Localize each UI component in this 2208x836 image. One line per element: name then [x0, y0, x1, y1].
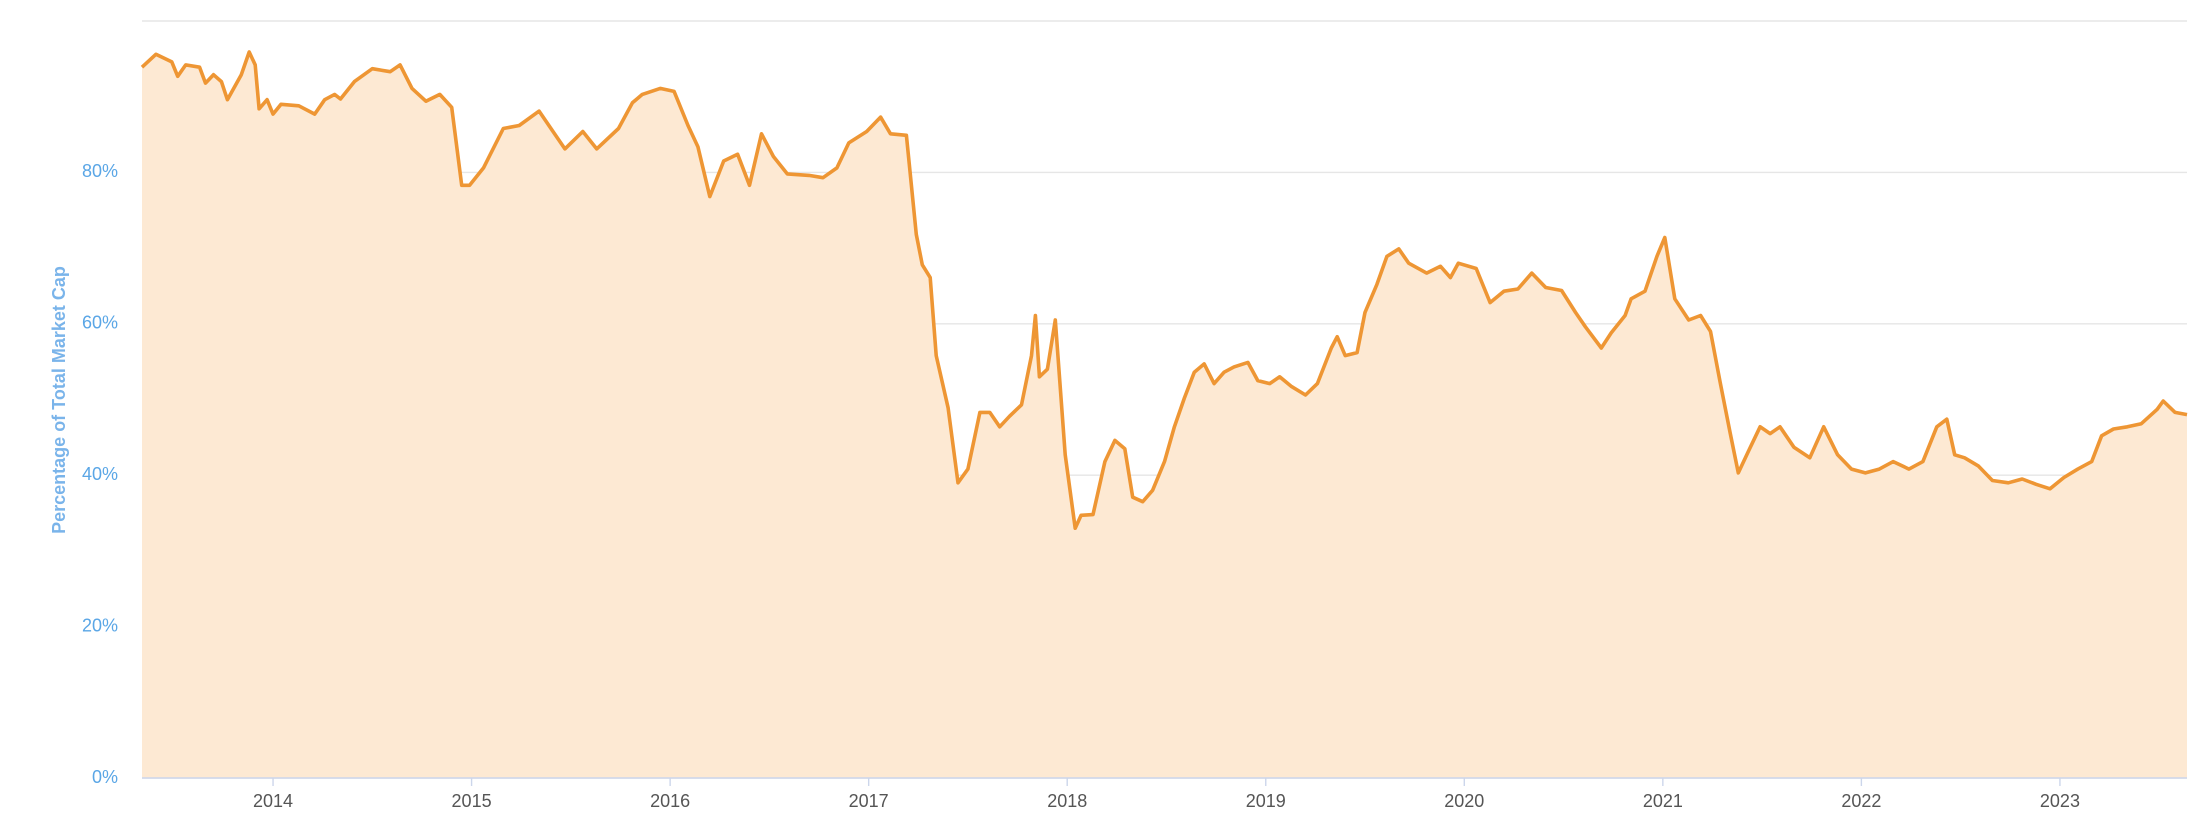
y-tick-label: 80% [82, 161, 118, 181]
y-tick-label: 60% [82, 313, 118, 333]
x-tick-label: 2019 [1246, 791, 1286, 811]
y-axis-title: Percentage of Total Market Cap [49, 266, 69, 534]
y-tick-label: 0% [92, 767, 118, 787]
x-tick-label: 2021 [1643, 791, 1683, 811]
x-tick-label: 2020 [1444, 791, 1484, 811]
area-fill [142, 52, 2187, 778]
y-tick-label: 40% [82, 464, 118, 484]
x-tick-label: 2017 [849, 791, 889, 811]
x-tick-label: 2022 [1841, 791, 1881, 811]
x-tick-label: 2023 [2040, 791, 2080, 811]
x-tick-label: 2014 [253, 791, 293, 811]
y-tick-label: 20% [82, 615, 118, 635]
x-tick-label: 2015 [452, 791, 492, 811]
line [140, 50, 2188, 530]
x-tick-label: 2018 [1047, 791, 1087, 811]
x-tick-label: 2016 [650, 791, 690, 811]
